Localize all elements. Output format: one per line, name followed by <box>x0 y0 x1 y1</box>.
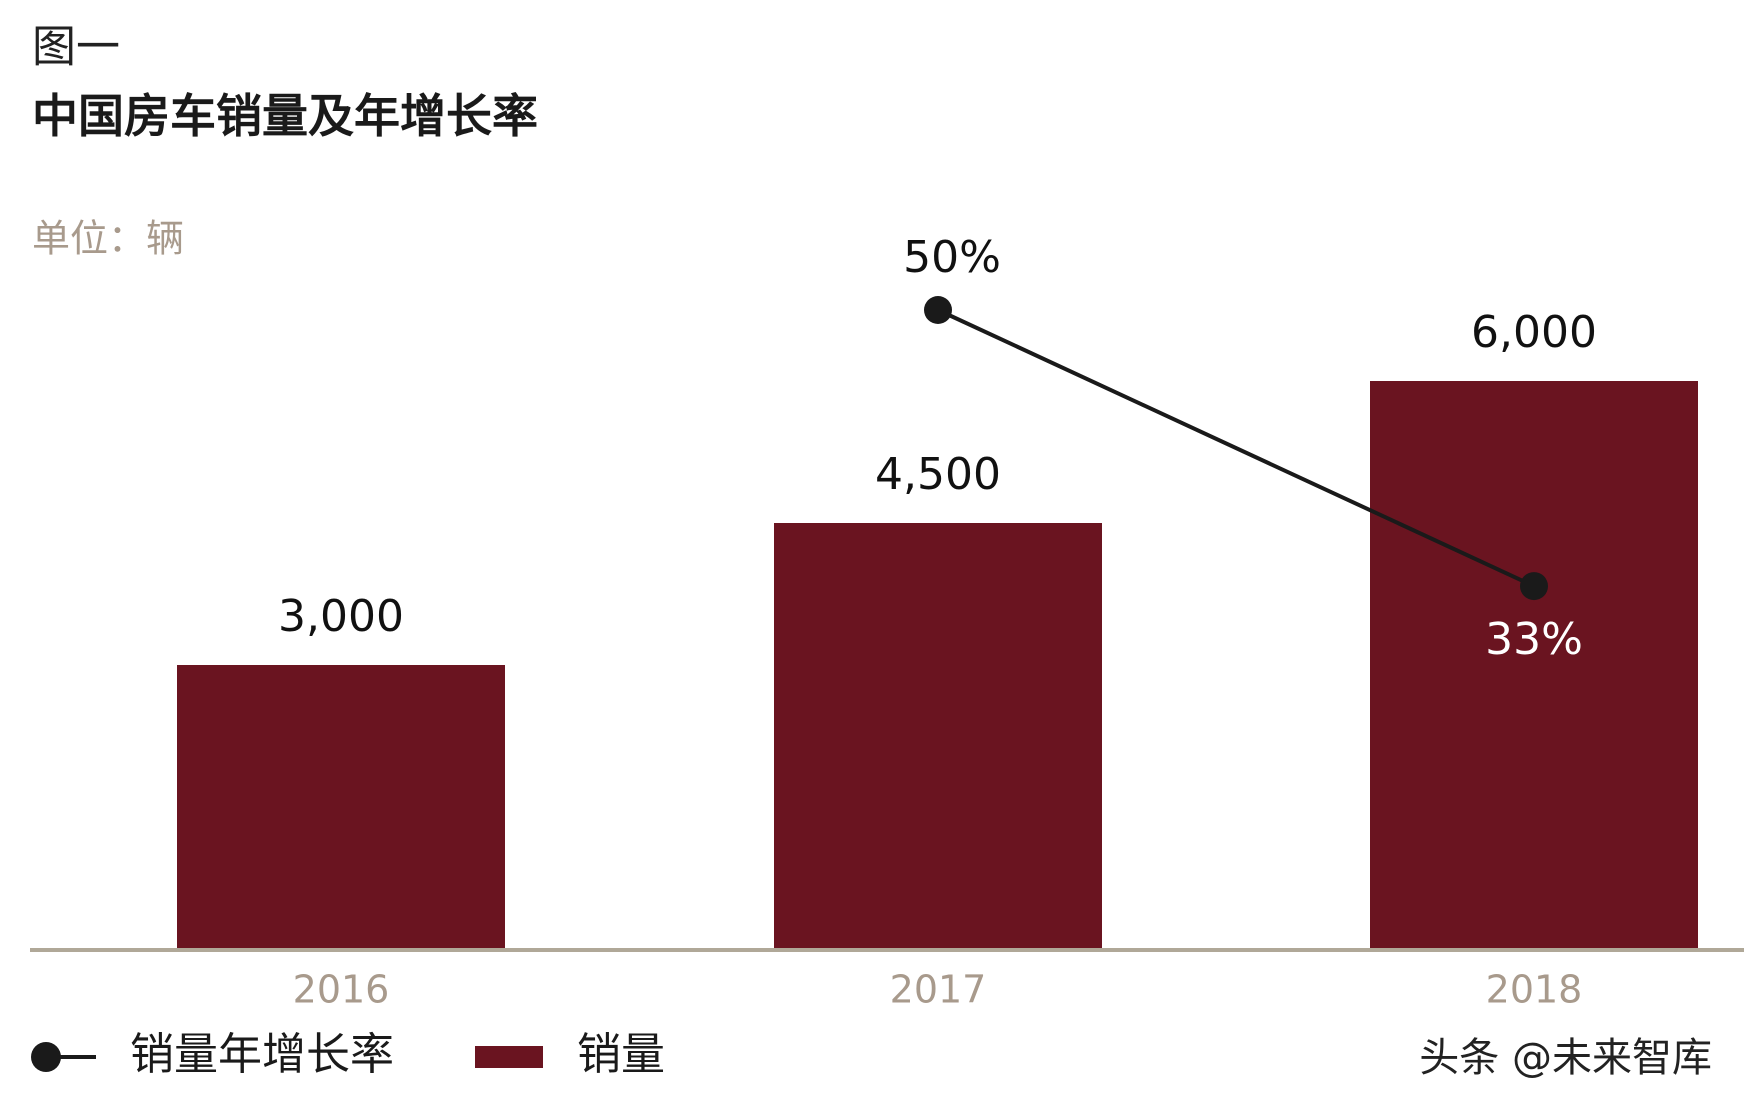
unit-label: 单位：辆 <box>32 217 184 261</box>
bar-value-label: 6,000 <box>1471 307 1597 358</box>
legend-label: 销量年增长率 <box>130 1029 394 1080</box>
bar-value-label: 4,500 <box>875 449 1001 500</box>
legend-label: 销量 <box>577 1029 665 1080</box>
bar <box>177 665 505 949</box>
bar-value-label: 3,000 <box>278 591 404 642</box>
figure-label: 图一 <box>32 22 120 73</box>
line-value-label: 33% <box>1485 614 1583 665</box>
line-point <box>924 296 952 324</box>
x-tick-label: 2016 <box>293 968 390 1012</box>
bar <box>774 523 1102 949</box>
watermark: 头条 @未来智库 <box>1419 1035 1712 1081</box>
bar <box>1370 381 1698 949</box>
line-value-label: 50% <box>903 232 1001 283</box>
chart-title: 中国房车销量及年增长率 <box>32 89 538 143</box>
x-tick-label: 2017 <box>890 968 987 1012</box>
line-point <box>1520 572 1548 601</box>
legend-bar-swatch <box>475 1046 543 1068</box>
legend-point-swatch <box>31 1042 61 1072</box>
line <box>937 308 1535 588</box>
x-tick-label: 2018 <box>1486 968 1583 1012</box>
